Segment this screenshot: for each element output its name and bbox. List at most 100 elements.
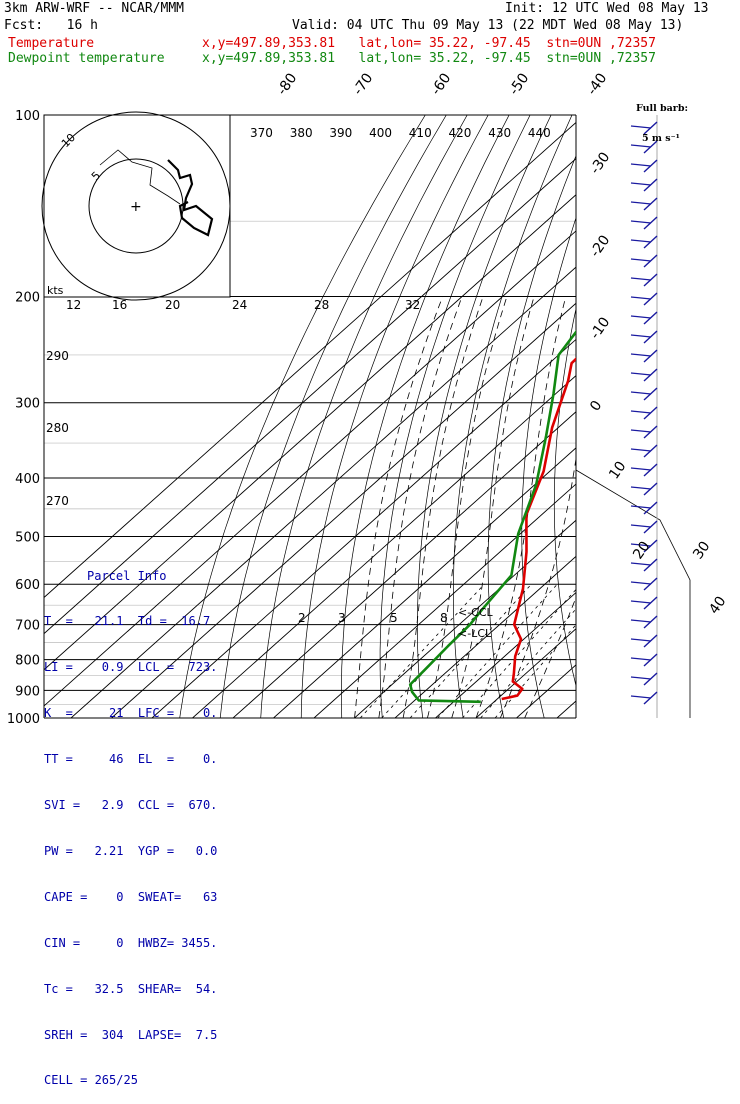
isotherm-label: -70 [350, 70, 376, 98]
parcel-info-row: TT = 46 EL = 0. [44, 752, 217, 767]
wind-barb [631, 487, 651, 489]
wind-barb [631, 639, 651, 641]
pressure-tick-label: 300 [15, 397, 40, 412]
parcel-info-row: CIN = 0 HWBZ= 3455. [44, 936, 217, 951]
pressure-tick-label: 600 [15, 578, 40, 593]
wind-barb [631, 506, 651, 508]
wind-barb [631, 183, 651, 185]
mixing-ratio-label: 12 [66, 298, 81, 312]
model-title: 3km ARW-WRF -- NCAR/MMM [4, 2, 184, 16]
forecast-hour: Fcst: 16 h [4, 19, 98, 33]
temperature-trace [502, 115, 740, 699]
isotherm-label: -50 [506, 70, 532, 98]
mixing-ratio-label: 3 [338, 611, 346, 625]
moist-adiabat-line [403, 297, 483, 719]
isotherm-label: 20 [630, 539, 653, 563]
wind-barb [631, 164, 651, 166]
dry-adiabat-line [522, 115, 614, 718]
pressure-tick-label: 400 [15, 472, 40, 487]
pressure-tick-label: 1000 [7, 712, 40, 727]
isotherm-label: 30 [690, 539, 713, 563]
level-annotation: <-LCL [458, 627, 492, 640]
isotherm-line [395, 115, 740, 718]
dry-adiabat-line [703, 115, 740, 718]
pressure-tick-label: 800 [15, 654, 40, 669]
dry-adiabat-line [554, 115, 635, 718]
theta-e-label: 420 [449, 126, 472, 140]
isotherm-label: 40 [706, 594, 729, 618]
theta-e-label: 370 [250, 126, 273, 140]
pressure-tick-label: 700 [15, 619, 40, 634]
isotherm-line [152, 115, 740, 718]
wind-barb [631, 373, 651, 375]
isotherm-label: 10 [606, 459, 629, 483]
isotherm-label: -80 [274, 70, 300, 98]
isotherm-label: -20 [587, 232, 613, 260]
parcel-info-row: PW = 2.21 YGP = 0.0 [44, 844, 217, 859]
isotherm-line [355, 115, 740, 718]
wind-barb [631, 677, 651, 679]
parcel-info-row: K = 21 LFC = 0. [44, 706, 217, 721]
parcel-info-row: CELL = 265/25 [44, 1073, 217, 1088]
wind-barb [631, 525, 651, 527]
wind-key-line2: 5 m s⁻¹ [636, 134, 688, 144]
wind-barb [631, 620, 651, 622]
wind-key: Full barb: 5 m s⁻¹ [636, 84, 688, 154]
wind-barb [631, 582, 651, 584]
isotherm-label: -30 [587, 149, 613, 177]
mixing-ratio-label: 24 [232, 298, 247, 312]
dry-adiabat-line [646, 115, 706, 718]
dry-adiabat-line [261, 115, 468, 718]
parcel-info-row: LI = 0.9 LCL = 723. [44, 660, 217, 675]
parcel-info-row: CAPE = 0 SWEAT= 63 [44, 890, 217, 905]
mixing-ratio-label: 32 [405, 298, 420, 312]
wind-barb [631, 658, 651, 660]
isotherm-label-boundary [576, 470, 690, 718]
mixing-ratio-label: 5 [390, 611, 398, 625]
dry-adiabat-label: 270 [46, 494, 69, 508]
isotherm-line [598, 115, 740, 718]
theta-e-label: 400 [369, 126, 392, 140]
pressure-tick-label: 100 [15, 109, 40, 124]
mixing-ratio-label: 28 [314, 298, 329, 312]
parcel-info-row: T = 21.1 Td = 16.7 [44, 614, 217, 629]
pressure-tick-label: 200 [15, 291, 40, 306]
wind-barb [631, 297, 651, 299]
isotherm-label: 0 [587, 398, 605, 414]
wind-barb [631, 354, 651, 356]
parcel-info-title: Parcel Info [44, 569, 217, 584]
wind-barb [631, 392, 651, 394]
theta-e-label: 390 [329, 126, 352, 140]
level-annotation: <-CCL [458, 606, 494, 619]
isotherm-label: -10 [587, 314, 613, 342]
dewpoint-location: x,y=497.89,353.81 lat,lon= 35.22, -97.45… [202, 52, 656, 66]
parcel-info-row: Tc = 32.5 SHEAR= 54. [44, 982, 217, 997]
valid-time: Valid: 04 UTC Thu 09 May 13 (22 MDT Wed … [292, 19, 683, 33]
theta-e-label: 440 [528, 126, 551, 140]
mixing-ratio-label: 16 [112, 298, 127, 312]
mixing-ratio-label: 2 [298, 611, 306, 625]
temperature-legend: Temperature [8, 37, 94, 51]
wind-barbs [631, 115, 657, 718]
wind-barb [631, 240, 651, 242]
theta-e-label: 410 [409, 126, 432, 140]
dry-adiabat-label: 290 [46, 349, 69, 363]
theta-e-label: 380 [290, 126, 313, 140]
wind-key-line1: Full barb: [636, 104, 688, 114]
mixing-ratio-label: 20 [165, 298, 180, 312]
theta-e-label: 430 [488, 126, 511, 140]
isotherm-line [314, 115, 740, 718]
isotherm-line [274, 115, 740, 718]
wind-barb [631, 278, 651, 280]
hodograph-unit: kts [47, 284, 64, 297]
moist-adiabat-line [452, 297, 534, 719]
dry-adiabat-line [731, 115, 740, 718]
temperature-location: x,y=497.89,353.81 lat,lon= 35.22, -97.45… [202, 37, 656, 51]
wind-barb [631, 449, 651, 451]
wind-barb [631, 411, 651, 413]
wind-barb [631, 316, 651, 318]
wind-barb [631, 563, 651, 565]
wind-barb [631, 202, 651, 204]
pressure-tick-label: 500 [15, 530, 40, 545]
